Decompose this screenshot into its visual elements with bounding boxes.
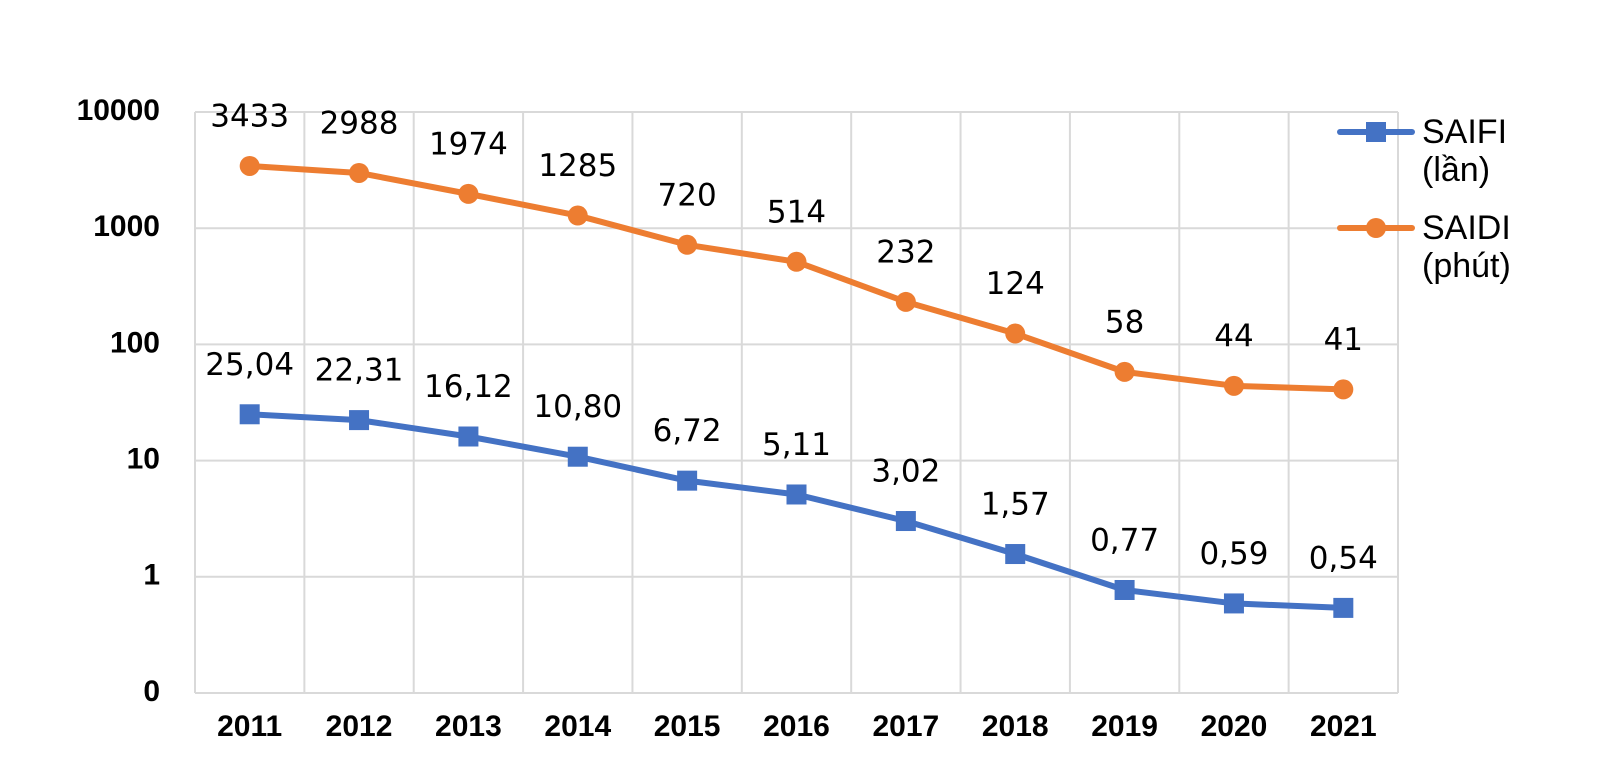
legend-marker [1366,122,1386,142]
marker [1223,593,1244,614]
data-label: 2988 [320,105,399,141]
x-tick-label: 2020 [1201,710,1268,743]
data-label: 25,04 [205,347,294,383]
marker [239,155,260,176]
marker [677,470,698,491]
data-label: 0,59 [1199,536,1268,572]
marker [1114,361,1135,382]
marker [349,162,370,183]
marker [458,183,479,204]
data-label: 232 [876,234,935,270]
data-label: 58 [1105,304,1144,340]
x-tick-label: 2014 [544,710,611,743]
data-label: 1,57 [981,487,1050,523]
data-label: 1974 [429,126,508,162]
marker [895,511,916,532]
marker [1333,379,1354,400]
marker [786,251,807,272]
x-tick-label: 2019 [1091,710,1158,743]
y-tick-label: 0 [143,675,160,708]
marker [1333,597,1354,618]
marker [1114,579,1135,600]
data-label: 5,11 [762,427,831,463]
x-tick-label: 2017 [872,710,939,743]
data-label: 0,54 [1309,540,1378,576]
x-tick-label: 2012 [326,710,393,743]
data-label: 22,31 [315,353,404,389]
legend-label: SAIFI (lần) [1422,113,1508,189]
data-label: 3,02 [871,454,940,490]
marker [458,426,479,447]
y-tick-label: 10 [127,443,160,476]
marker [1223,375,1244,396]
marker [1005,544,1026,565]
x-tick-label: 2015 [654,710,721,743]
data-label: 514 [767,194,826,230]
data-label: 3433 [210,98,289,134]
marker [239,404,260,425]
data-label: 720 [658,177,717,213]
data-label: 124 [986,266,1045,302]
data-label: 10,80 [533,389,622,425]
marker [786,484,807,505]
y-tick-label: 100 [110,326,160,359]
x-tick-label: 2016 [763,710,830,743]
data-label: 16,12 [424,369,513,405]
y-tick-label: 1 [143,559,160,592]
x-tick-label: 2021 [1310,710,1377,743]
legend-marker [1366,218,1386,238]
marker [1005,323,1026,344]
y-tick-label: 1000 [93,210,160,243]
x-tick-label: 2011 [217,710,282,743]
marker [567,446,588,467]
y-tick-label: 10000 [77,94,160,127]
x-tick-label: 2013 [435,710,502,743]
marker [567,205,588,226]
data-label: 44 [1214,318,1253,354]
data-label: 41 [1324,322,1363,358]
data-label: 1285 [538,148,617,184]
marker [895,291,916,312]
data-label: 0,77 [1090,522,1159,558]
marker [677,234,698,255]
legend-label: SAIDI (phút) [1422,209,1511,285]
marker [349,410,370,431]
data-label: 6,72 [653,413,722,449]
x-tick-label: 2018 [982,710,1049,743]
